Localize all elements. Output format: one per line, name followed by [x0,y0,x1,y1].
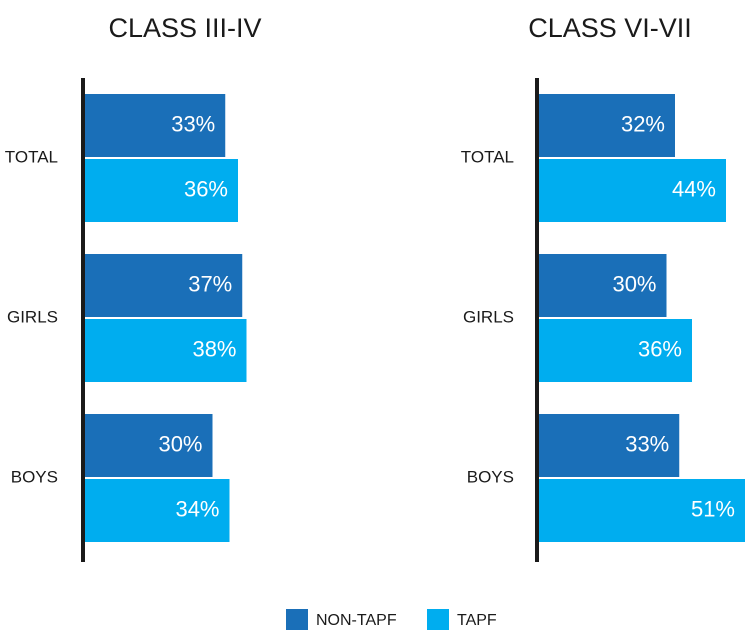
value-label: 44% [672,176,716,201]
bar [85,254,243,317]
value-label: 33% [171,111,215,136]
value-label: 34% [175,496,219,521]
bar [85,479,230,542]
value-label: 30% [612,271,656,296]
value-label: 30% [158,431,202,456]
bar [539,94,675,157]
category-label: GIRLS [7,307,58,326]
value-label: 37% [188,271,232,296]
value-label: 36% [184,176,228,201]
value-label: 36% [638,336,682,361]
bar [539,319,692,382]
bar [85,414,213,477]
category-label: TOTAL [5,147,58,166]
bar [539,414,680,477]
legend-swatch [427,609,449,630]
legend-label: TAPF [457,612,497,629]
category-label: GIRLS [463,307,514,326]
value-label: 51% [691,496,735,521]
legend-label: NON-TAPF [316,612,397,629]
bar [539,479,745,542]
bar [85,319,247,382]
legend-swatch [286,609,308,630]
chart-title: CLASS VI-VII [528,13,692,43]
category-label: BOYS [467,467,514,486]
bar [85,159,238,222]
value-label: 32% [621,111,665,136]
bar [85,94,226,157]
bar [539,159,726,222]
value-label: 38% [192,336,236,361]
category-label: TOTAL [461,147,514,166]
bar [539,254,667,317]
chart-title: CLASS III-IV [108,13,261,43]
value-label: 33% [625,431,669,456]
category-label: BOYS [11,467,58,486]
